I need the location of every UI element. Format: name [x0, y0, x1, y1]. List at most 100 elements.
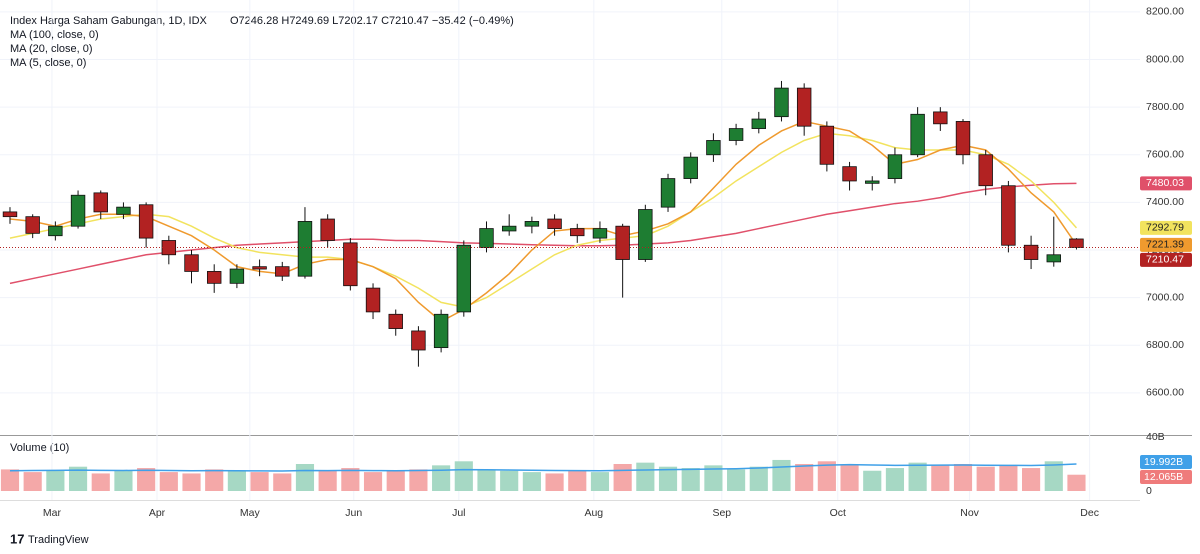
- candle-body: [728, 128, 744, 141]
- ohlc-readout: O7246.28 H7249.69 L7202.17 C7210.47 −35.…: [230, 15, 514, 27]
- volume-bar: [318, 470, 337, 491]
- candle-body: [25, 216, 40, 234]
- x-tick-label: Apr: [149, 507, 166, 519]
- volume-bar: [295, 464, 315, 491]
- legend-entry: MA (100, close, 0): [10, 29, 99, 41]
- volume-bar: [159, 472, 178, 491]
- volume-bar: [999, 465, 1018, 491]
- y-tick-label: 8000.00: [1146, 53, 1184, 65]
- volume-bar: [545, 473, 564, 491]
- candle-body: [910, 113, 925, 156]
- volume-bar: [636, 462, 655, 491]
- volume-tag-label: 19.992B: [1144, 456, 1183, 468]
- y-tick-label: 7000.00: [1146, 291, 1184, 303]
- x-tick-label: Aug: [584, 507, 603, 519]
- price-tag-label: 7221.39: [1146, 239, 1184, 251]
- x-tick-label: Nov: [960, 507, 979, 519]
- volume-bar: [409, 469, 428, 491]
- legend-entry: MA (20, close, 0): [10, 43, 93, 55]
- candle-body: [411, 330, 426, 351]
- volume-bar: [613, 464, 632, 491]
- volume-bar: [341, 468, 360, 491]
- volume-bar: [454, 461, 473, 491]
- volume-bar: [840, 465, 859, 491]
- y-tick-label: 6800.00: [1146, 339, 1184, 351]
- volume-bar: [91, 473, 110, 491]
- candle-body: [365, 287, 381, 313]
- volume-bar: [953, 464, 973, 491]
- candle-body: [1001, 185, 1016, 246]
- volume-bar: [68, 466, 88, 491]
- price-tag-label: 7210.47: [1146, 254, 1184, 266]
- volume-bar: [182, 473, 201, 491]
- candle-body: [978, 154, 993, 187]
- candle-body: [887, 154, 903, 179]
- volume-bar: [681, 468, 700, 491]
- brand-logo: 17: [10, 531, 24, 546]
- x-tick-label: May: [240, 507, 261, 519]
- candle-body: [1023, 244, 1039, 260]
- volume-bar: [772, 459, 791, 491]
- legend-entry: MA (5, close, 0): [10, 57, 86, 69]
- volume-bar: [1044, 461, 1063, 491]
- candle-body: [229, 268, 245, 284]
- candle-body: [774, 87, 789, 118]
- volume-tag: [1140, 470, 1192, 484]
- x-tick-label: Dec: [1080, 507, 1099, 519]
- volume-tag-label: 12.065B: [1144, 471, 1183, 483]
- volume-bar: [227, 470, 246, 491]
- chart-title: Index Harga Saham Gabungan, 1D, IDX: [10, 15, 208, 27]
- candle-body: [751, 118, 766, 129]
- candle-body: [660, 178, 676, 208]
- candle-body: [524, 221, 540, 227]
- candle-body: [706, 140, 721, 156]
- candle-body: [116, 206, 131, 215]
- candle-body: [320, 218, 335, 241]
- volume-bar: [817, 461, 836, 491]
- price-tag: [1140, 237, 1192, 252]
- candle-body: [955, 121, 971, 156]
- volume-bar: [885, 468, 905, 491]
- candle-body: [70, 194, 86, 227]
- candle-body: [615, 225, 630, 260]
- candle-body: [819, 125, 835, 165]
- candle-body: [683, 156, 698, 179]
- candle-body: [638, 209, 653, 260]
- candle-body: [388, 313, 403, 329]
- candle-body: [93, 192, 108, 213]
- volume-bar: [46, 470, 65, 491]
- volume-bar: [976, 466, 995, 491]
- volume-bar: [386, 470, 405, 491]
- candle-body: [1069, 238, 1084, 248]
- volume-tick-label: 0: [1146, 485, 1152, 497]
- candle-body: [842, 166, 857, 182]
- candle-body: [138, 204, 154, 239]
- candle-body: [933, 111, 948, 125]
- volume-bar: [908, 462, 927, 491]
- brand-name: TradingView: [28, 534, 89, 546]
- volume-bar: [568, 470, 587, 491]
- volume-bar: [704, 465, 723, 491]
- volume-bar: [749, 466, 768, 491]
- x-tick-label: Jul: [452, 507, 465, 519]
- candle-body: [275, 266, 290, 277]
- candle-body: [206, 271, 222, 284]
- volume-bar: [273, 473, 292, 491]
- volume-bar: [931, 465, 950, 491]
- candle-body: [456, 244, 472, 313]
- y-tick-label: 8200.00: [1146, 6, 1184, 18]
- volume-bar: [477, 469, 496, 491]
- candle-body: [547, 218, 562, 229]
- x-tick-label: Oct: [830, 507, 846, 519]
- volume-bar: [500, 470, 519, 491]
- candle-body: [501, 225, 517, 232]
- candle-body: [796, 87, 812, 127]
- volume-bar: [590, 472, 610, 491]
- volume-bar: [727, 469, 746, 491]
- price-tag-label: 7292.79: [1146, 222, 1184, 234]
- logo-mark: 17: [10, 531, 24, 546]
- price-tag-label: 7480.03: [1146, 177, 1184, 189]
- volume-bar: [0, 469, 20, 491]
- candle-body: [433, 313, 449, 349]
